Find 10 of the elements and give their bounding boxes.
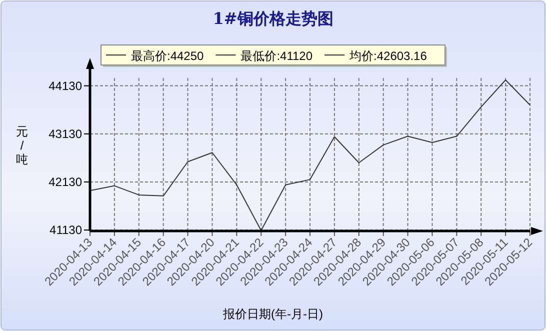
y-tick-label: 41130 [50, 223, 82, 238]
y-axis-title: 元/吨 [16, 124, 28, 166]
y-tick-label: 43130 [48, 126, 82, 141]
y-tick-label: 44130 [48, 78, 82, 93]
text: 最高价:44250 [131, 49, 204, 63]
x-axis-title: 报价日期(年-月-日) [222, 307, 323, 321]
text: 均价:42603.16 [348, 49, 428, 63]
chart-title: 1#铜价格走势图 [212, 9, 334, 28]
y-tick-label: 42130 [48, 174, 82, 189]
text: 最低价:41120 [240, 49, 313, 63]
